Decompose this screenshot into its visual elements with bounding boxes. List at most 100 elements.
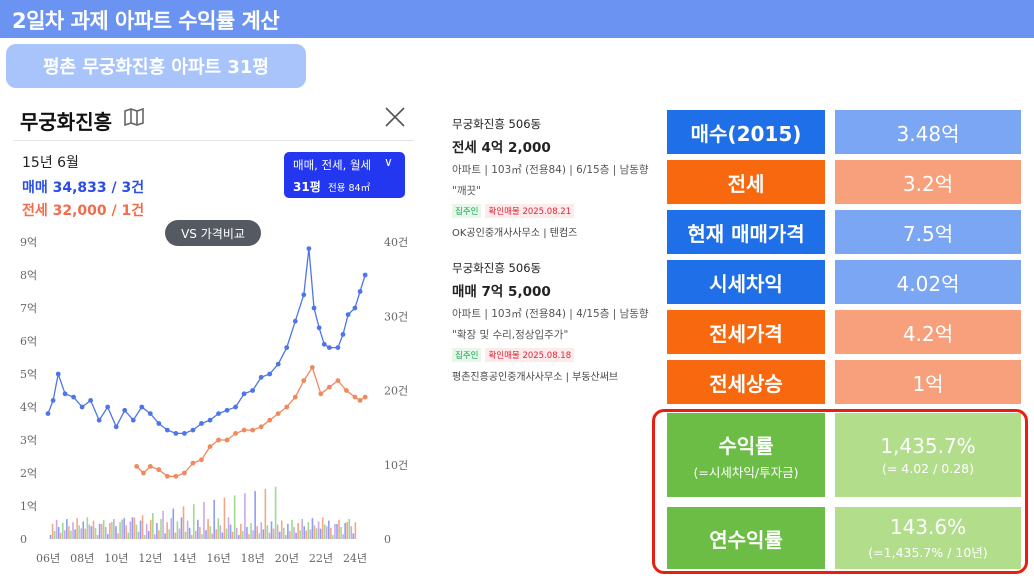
data-point [62, 391, 68, 397]
volume-bar [246, 527, 248, 539]
trade-filter-button[interactable]: 매매, 전세, 월세 ∨ 31평 전용 84㎡ [284, 152, 405, 198]
volume-bar [215, 529, 218, 539]
volume-bar [131, 517, 134, 539]
data-point [55, 371, 61, 377]
volume-bar [174, 532, 177, 539]
return-rate-title: 수익률 [718, 433, 774, 458]
listing-price: 매매 7억 5,000 [452, 284, 551, 300]
capital-gain-value: 4.02억 [835, 260, 1021, 304]
x-tick-label: 20년 [275, 552, 299, 565]
series-line [47, 248, 366, 435]
trade-type-label: 매매, 전세, 월세 [293, 158, 372, 172]
y-tick-label: 3억 [20, 434, 37, 447]
volume-bar [209, 526, 211, 539]
y2-tick-label: 10건 [384, 459, 408, 472]
data-point [267, 417, 273, 423]
data-point [50, 398, 56, 403]
data-point [241, 391, 247, 397]
x-tick-label: 16년 [207, 552, 231, 565]
return-rate-number: 1,435.7% [880, 434, 976, 458]
volume-bar [68, 526, 70, 539]
volume-bar [59, 532, 62, 539]
volume-bar [354, 522, 357, 539]
x-tick-label: 10년 [104, 552, 128, 565]
volume-bar [295, 532, 297, 539]
data-point [122, 407, 128, 413]
current-price-value: 7.5억 [835, 210, 1021, 254]
volume-bar [90, 526, 93, 539]
data-point [88, 398, 94, 403]
volume-bar [135, 524, 138, 539]
data-point [96, 417, 102, 423]
volume-bar [272, 528, 275, 539]
volume-bar [276, 524, 279, 539]
data-point [156, 421, 162, 426]
data-point [182, 470, 187, 476]
volume-bar [211, 533, 213, 539]
size-label: 31평 [293, 180, 321, 194]
data-point [156, 467, 162, 473]
annual-return-label: 연수익률 [667, 507, 825, 569]
listing-card[interactable]: 무궁화진흥 506동 매매 7억 5,000 아파트 | 103㎡ (전용84)… [452, 260, 662, 383]
verified-tag: 확인매물 2025.08.21 [485, 204, 575, 218]
data-point [216, 437, 221, 443]
data-point [105, 404, 111, 410]
data-point [199, 421, 204, 426]
current-price-label: 현재 매매가격 [667, 210, 825, 254]
data-point [357, 398, 363, 403]
volume-bar [270, 521, 273, 539]
data-point [164, 427, 170, 433]
data-point [275, 361, 281, 367]
volume-bar [49, 535, 52, 539]
volume-bar [141, 515, 144, 539]
data-point [71, 394, 76, 400]
volume-bar [80, 528, 82, 539]
volume-bar [338, 519, 340, 539]
volume-bar [309, 529, 312, 539]
volume-bar [323, 524, 326, 539]
data-point [147, 464, 153, 469]
x-tick-label: 24년 [343, 552, 367, 565]
verified-tag: 확인매물 2025.08.18 [485, 348, 575, 362]
area-label: 전용 84㎡ [328, 183, 371, 194]
volume-bar [201, 534, 203, 539]
volume-bar [225, 528, 228, 539]
series-line [136, 365, 366, 477]
volume-bar [166, 522, 168, 539]
return-rate-formula: (=시세차익/투자금) [693, 464, 799, 480]
volume-bar [152, 513, 154, 539]
y-tick-label: 2억 [20, 467, 37, 480]
volume-bar [301, 519, 304, 539]
volume-bar [242, 531, 244, 539]
listing-card[interactable]: 무궁화진흥 506동 전세 4억 2,000 아파트 | 103㎡ (전용84)… [452, 116, 662, 239]
highlight-box [652, 409, 1028, 574]
data-point [301, 292, 307, 298]
volume-bar [325, 526, 328, 539]
volume-bar [342, 534, 344, 539]
volume-bar [315, 528, 318, 539]
volume-bar [164, 533, 166, 539]
owner-tag: 집주인 [452, 204, 482, 218]
volume-bar [344, 523, 346, 539]
annual-return-number: 143.6% [889, 515, 967, 539]
annual-return-value: 143.6% (=1,435.7% / 10년) [835, 507, 1021, 569]
data-point [182, 431, 187, 436]
volume-bar [256, 526, 258, 539]
volume-bar [299, 530, 301, 539]
map-icon[interactable] [124, 108, 144, 126]
volume-bar [280, 520, 283, 539]
close-icon[interactable] [384, 106, 406, 128]
volume-bar [176, 521, 179, 539]
y-tick-label: 7억 [20, 302, 37, 315]
data-point [316, 325, 322, 331]
data-point [326, 384, 332, 390]
volume-bar [186, 520, 189, 539]
compare-price-button[interactable]: VS 가격비교 [165, 220, 261, 246]
page-title: 2일차 과제 아파트 수익률 계산 [12, 9, 280, 33]
data-point [79, 404, 85, 410]
volume-bar [219, 525, 222, 539]
data-point [335, 378, 341, 383]
data-point [352, 394, 358, 400]
listing-note: "깨끗" [452, 185, 481, 197]
volume-bar [70, 530, 72, 539]
